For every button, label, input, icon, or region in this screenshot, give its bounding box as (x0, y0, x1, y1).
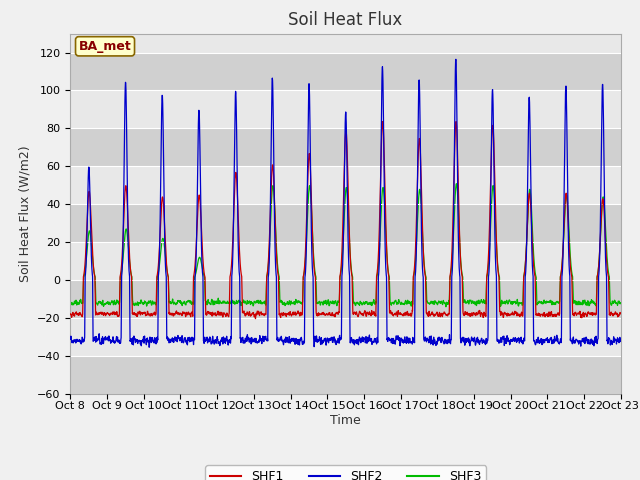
SHF1 (67, 312, 74, 317)
SHF2 (145, 344, 153, 350)
SHF3 (617, 300, 625, 306)
Bar (70, 128, 621, 166)
SHF1 (252, 316, 259, 322)
Title: Soil Heat Flux: Soil Heat Flux (289, 11, 403, 29)
Text: BA_met: BA_met (79, 40, 131, 53)
SHF1 (362, 311, 369, 317)
SHF2 (569, 337, 577, 343)
SHF2 (67, 336, 74, 342)
SHF3 (220, 300, 228, 306)
SHF1 (220, 310, 228, 315)
SHF3 (67, 299, 74, 305)
Bar (70, 90, 621, 128)
SHF2 (584, 340, 592, 346)
SHF2 (220, 340, 228, 346)
SHF2 (362, 337, 369, 343)
Legend: SHF1, SHF2, SHF3: SHF1, SHF2, SHF3 (205, 465, 486, 480)
SHF3 (569, 274, 577, 279)
SHF2 (506, 341, 514, 347)
SHF1 (569, 311, 577, 316)
SHF1 (379, 119, 387, 124)
SHF3 (584, 298, 592, 303)
Bar (70, 166, 621, 204)
Bar (70, 318, 621, 356)
Bar (70, 242, 621, 280)
SHF3 (442, 304, 450, 310)
Line: SHF3: SHF3 (70, 184, 621, 307)
SHF1 (617, 311, 625, 317)
SHF3 (506, 298, 514, 304)
Line: SHF2: SHF2 (70, 60, 621, 347)
SHF1 (506, 312, 514, 318)
SHF3 (374, 272, 381, 277)
Y-axis label: Soil Heat Flux (W/m2): Soil Heat Flux (W/m2) (19, 145, 31, 282)
SHF2 (452, 57, 460, 62)
SHF1 (584, 310, 592, 315)
Bar (70, 52, 621, 90)
SHF2 (374, 338, 381, 344)
SHF3 (452, 181, 460, 187)
X-axis label: Time: Time (330, 414, 361, 427)
SHF3 (362, 299, 369, 305)
SHF2 (617, 338, 625, 344)
Bar (70, 204, 621, 242)
Bar (70, 356, 621, 394)
SHF1 (374, 265, 381, 271)
Line: SHF1: SHF1 (70, 121, 621, 319)
Bar (70, 280, 621, 318)
